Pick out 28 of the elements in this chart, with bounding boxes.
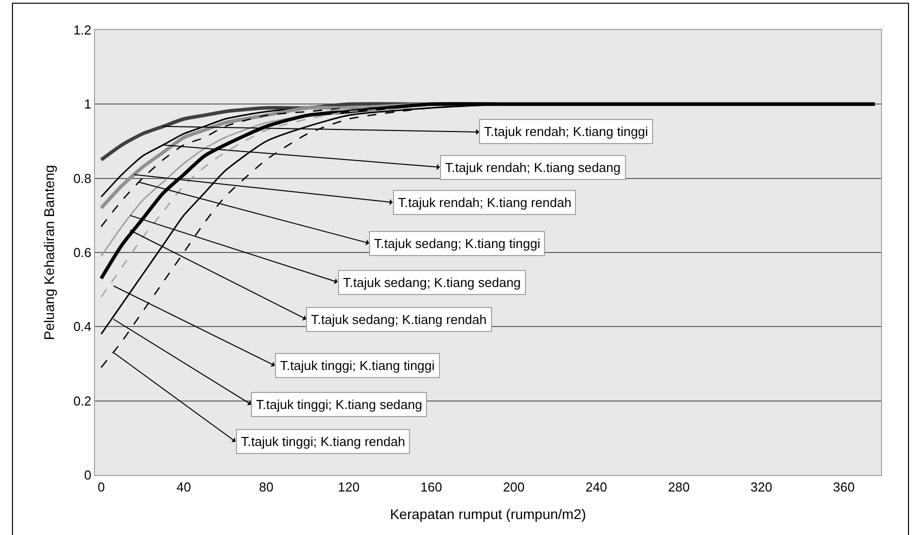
x-axis-title: Kerapatan rumput (rumpun/m2) <box>390 506 586 522</box>
annotation: T.tajuk tinggi; K.tiang tinggi <box>280 358 435 373</box>
x-tick-label: 40 <box>176 480 191 495</box>
x-tick-label: 0 <box>98 480 105 495</box>
annotation: T.tajuk rendah; K.tiang rendah <box>398 195 572 210</box>
annotation: T.tajuk tinggi; K.tiang sedang <box>256 397 422 412</box>
x-tick-label: 280 <box>668 480 690 495</box>
annotation: T.tajuk sedang; K.tiang tinggi <box>374 236 540 251</box>
y-tick-label: 0.4 <box>73 319 92 334</box>
annotation: T.tajuk tinggi; K.tiang rendah <box>241 434 406 449</box>
x-tick-label: 360 <box>833 480 855 495</box>
y-tick-label: 0.2 <box>73 393 92 408</box>
x-tick-label: 320 <box>750 480 772 495</box>
x-tick-label: 240 <box>585 480 608 495</box>
y-tick-label: 0.6 <box>73 245 92 260</box>
y-axis-title: Peluang Kehadiran Banteng <box>40 164 57 340</box>
annotation: T.tajuk rendah; K.tiang sedang <box>445 160 621 175</box>
x-tick-label: 80 <box>258 480 274 495</box>
y-tick-label: 1 <box>84 96 92 112</box>
x-tick-label: 160 <box>420 480 442 495</box>
annotation: T.tajuk rendah; K.tiang tinggi <box>484 124 648 139</box>
annotation: T.tajuk sedang; K.tiang rendah <box>311 312 487 327</box>
annotation: T.tajuk sedang; K.tiang sedang <box>343 275 521 290</box>
y-tick-label: 0.8 <box>73 170 92 186</box>
y-tick-label: 1.2 <box>73 22 92 38</box>
x-tick-label: 120 <box>338 480 360 495</box>
x-tick-label: 200 <box>502 480 525 495</box>
y-tick-label: 0 <box>84 468 92 483</box>
